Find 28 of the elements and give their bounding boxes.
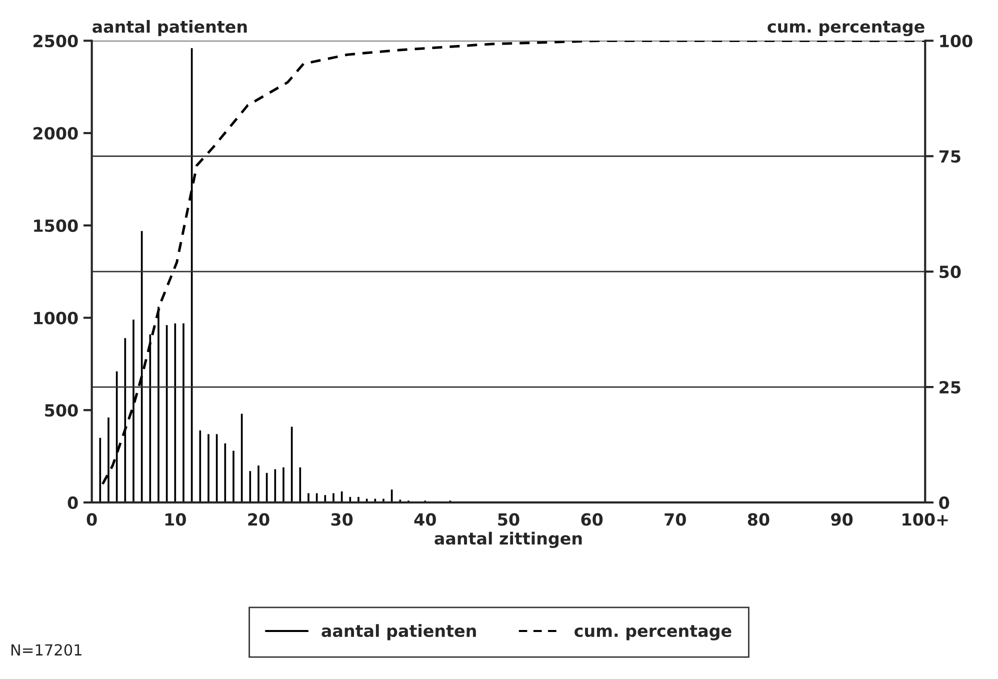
legend-label: aantal patienten [322,624,476,640]
x-tick-label: 100+ [902,513,948,526]
x-tick-label: 50 [498,513,520,526]
y-tick-label: 2500 [34,34,78,48]
y-tick-label: 500 [45,404,78,417]
y2-axis-title: cum. percentage [768,20,924,36]
legend-label: cum. percentage [574,625,732,640]
y2-tick-label: 75 [939,150,960,163]
x-tick-label: 90 [831,513,853,526]
y-tick-label: 2000 [34,127,78,140]
y-tick-label: 0 [68,496,78,510]
y2-tick-label: 100 [940,34,972,48]
x-tick-label: 20 [248,513,270,526]
text: N=17201 [11,644,82,656]
y-axis-title: aantal patienten [92,20,247,36]
y2-tick-label: 0 [939,496,950,510]
y2-tick-label: 50 [940,266,961,278]
x-tick-label: 30 [331,513,353,526]
x-tick-label: 60 [581,513,603,526]
x-tick-label: 80 [748,513,770,526]
y-tick-label: 1000 [34,312,78,324]
y-tick-label: 1500 [34,219,78,232]
x-axis-title: aantal zittingen [434,532,582,548]
x-tick-label: 70 [664,513,686,526]
x-tick-label: 0 [86,513,97,526]
y2-tick-label: 25 [940,380,960,394]
x-tick-label: 10 [165,513,186,526]
x-tick-label: 40 [414,513,436,526]
